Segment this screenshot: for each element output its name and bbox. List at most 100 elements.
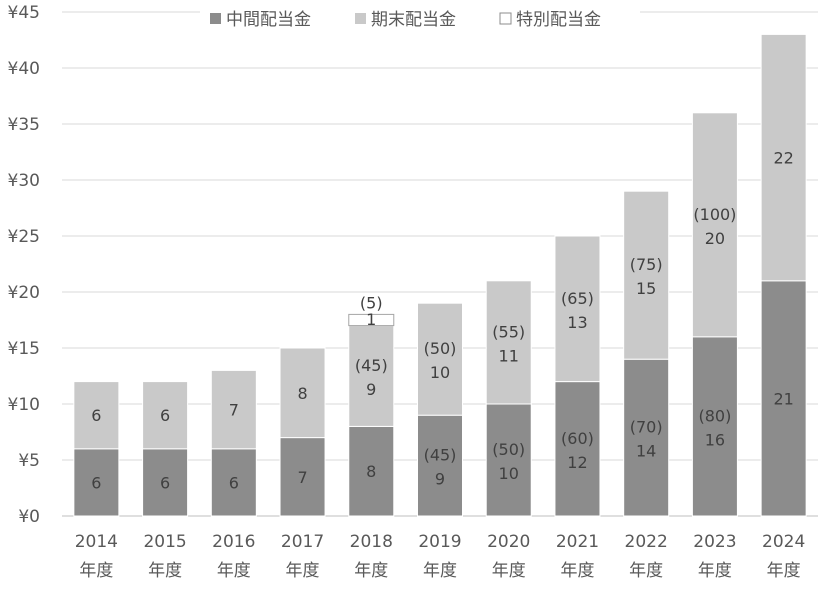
bars [73,33,807,517]
data-label-value: 16 [705,430,725,449]
y-tick-label: ¥45 [8,3,40,23]
bar-year-end [623,190,670,360]
x-tick-label-year: 2024 [762,532,805,552]
x-tick-label-suffix: 年度 [560,561,594,581]
data-label-value: 12 [567,453,587,472]
bar-year-end [417,302,463,416]
x-tick-label-year: 2020 [487,532,530,552]
x-tick-label-year: 2017 [281,532,324,552]
legend-label: 特別配当金 [516,10,601,30]
bar-interim [348,425,395,517]
y-axis: ¥0 ¥5 ¥10 ¥15 ¥20 ¥25 ¥30 ¥35 ¥40 ¥45 [8,3,40,527]
bar-interim [554,381,601,517]
x-tick-label-suffix: 年度 [79,561,113,581]
bar-interim [691,336,738,517]
bar-interim [210,448,257,517]
y-tick-label: ¥40 [8,59,40,79]
x-tick-label-year: 2018 [350,532,393,552]
data-label-value: 6 [91,406,101,425]
bar-year-end [760,33,807,282]
data-label-note: (70) [630,418,663,437]
bar-interim [279,437,326,517]
legend-swatch [355,13,366,24]
data-label-note: (50) [492,440,525,459]
legend-swatch [210,13,221,24]
legend: 中間配当金 期末配当金 特別配当金 [200,4,640,34]
bar-year-end [73,381,120,450]
y-tick-label: ¥25 [8,227,40,247]
x-tick-label-suffix: 年度 [354,561,388,581]
x-axis: 2014 年度 2015 年度 2016 年度 2017 年度 2018 年度 2019 年度 2020… [75,532,806,581]
x-tick-label-suffix: 年度 [767,561,801,581]
x-tick-label-year: 2014 [75,532,118,552]
bar-year-end [279,347,326,439]
data-label-note: (45) [424,446,457,465]
bar-interim [760,280,807,517]
x-tick-label-year: 2019 [418,532,461,552]
y-tick-label: ¥15 [8,339,40,359]
x-tick-label-suffix: 年度 [148,561,182,581]
data-label-value: 1 [366,310,376,329]
data-label-value: 8 [366,462,376,481]
data-label-note: (60) [561,429,594,448]
x-tick-label-suffix: 年度 [698,561,732,581]
bar-year-end [142,381,189,450]
data-label-value: 8 [297,384,307,403]
data-label-value: 7 [297,468,307,487]
bar-year-end [554,235,601,383]
bar-interim [485,403,532,517]
legend-swatch [499,12,512,25]
x-tick-label-suffix: 年度 [286,561,320,581]
data-label-value: 14 [636,442,656,461]
data-label-note: (65) [561,289,594,308]
data-label-value: 6 [229,473,239,492]
x-tick-label-year: 2016 [212,532,255,552]
data-label-value: 7 [229,401,239,420]
x-tick-label-year: 2022 [625,532,668,552]
x-tick-label-suffix: 年度 [492,561,526,581]
data-label-value: 21 [773,389,793,408]
data-label-value: 10 [499,464,519,483]
data-label-note: (5) [360,293,383,312]
data-label-value: 10 [430,363,450,382]
data-label-note: (50) [424,339,457,358]
bar-special [348,313,395,327]
legend-label: 期末配当金 [371,10,456,30]
data-label-value: 15 [636,279,656,298]
bar-interim [417,414,463,517]
data-label-value: 9 [435,470,445,489]
legend-label: 中間配当金 [226,10,311,30]
data-label-value: 20 [705,229,725,248]
data-label-value: 6 [160,473,170,492]
data-label-note: (80) [698,406,731,425]
data-label-note: (75) [630,255,663,274]
x-tick-label-suffix: 年度 [423,561,457,581]
legend-background [200,4,640,34]
data-label-value: 9 [366,380,376,399]
bar-year-end [691,112,738,338]
data-label-note: (45) [355,356,388,375]
y-tick-label: ¥5 [18,451,40,471]
bar-year-end [210,369,257,450]
data-label-value: 11 [499,346,519,365]
y-tick-label: ¥35 [8,115,40,135]
bar-year-end [485,280,532,405]
bar-interim [142,448,189,517]
x-tick-label-year: 2021 [556,532,599,552]
bar-year-end [348,325,395,427]
y-tick-label: ¥20 [8,283,40,303]
y-tick-label: ¥30 [8,171,40,191]
data-label-note: (55) [492,322,525,341]
data-label-value: 22 [773,149,793,168]
y-tick-label: ¥0 [18,507,40,527]
x-tick-label-year: 2015 [143,532,186,552]
y-tick-label: ¥10 [8,395,40,415]
data-labels: 6 6 6 6 6 7 7 8 8 (45) 9 1(5) (45) 9 (50) 10 (50) 10 (55) 1… [91,149,794,493]
x-tick-label-suffix: 年度 [629,561,663,581]
data-label-value: 13 [567,313,587,332]
x-tick-label-suffix: 年度 [217,561,251,581]
bar-interim [623,358,670,517]
data-label-value: 6 [160,406,170,425]
data-label-value: 6 [91,473,101,492]
